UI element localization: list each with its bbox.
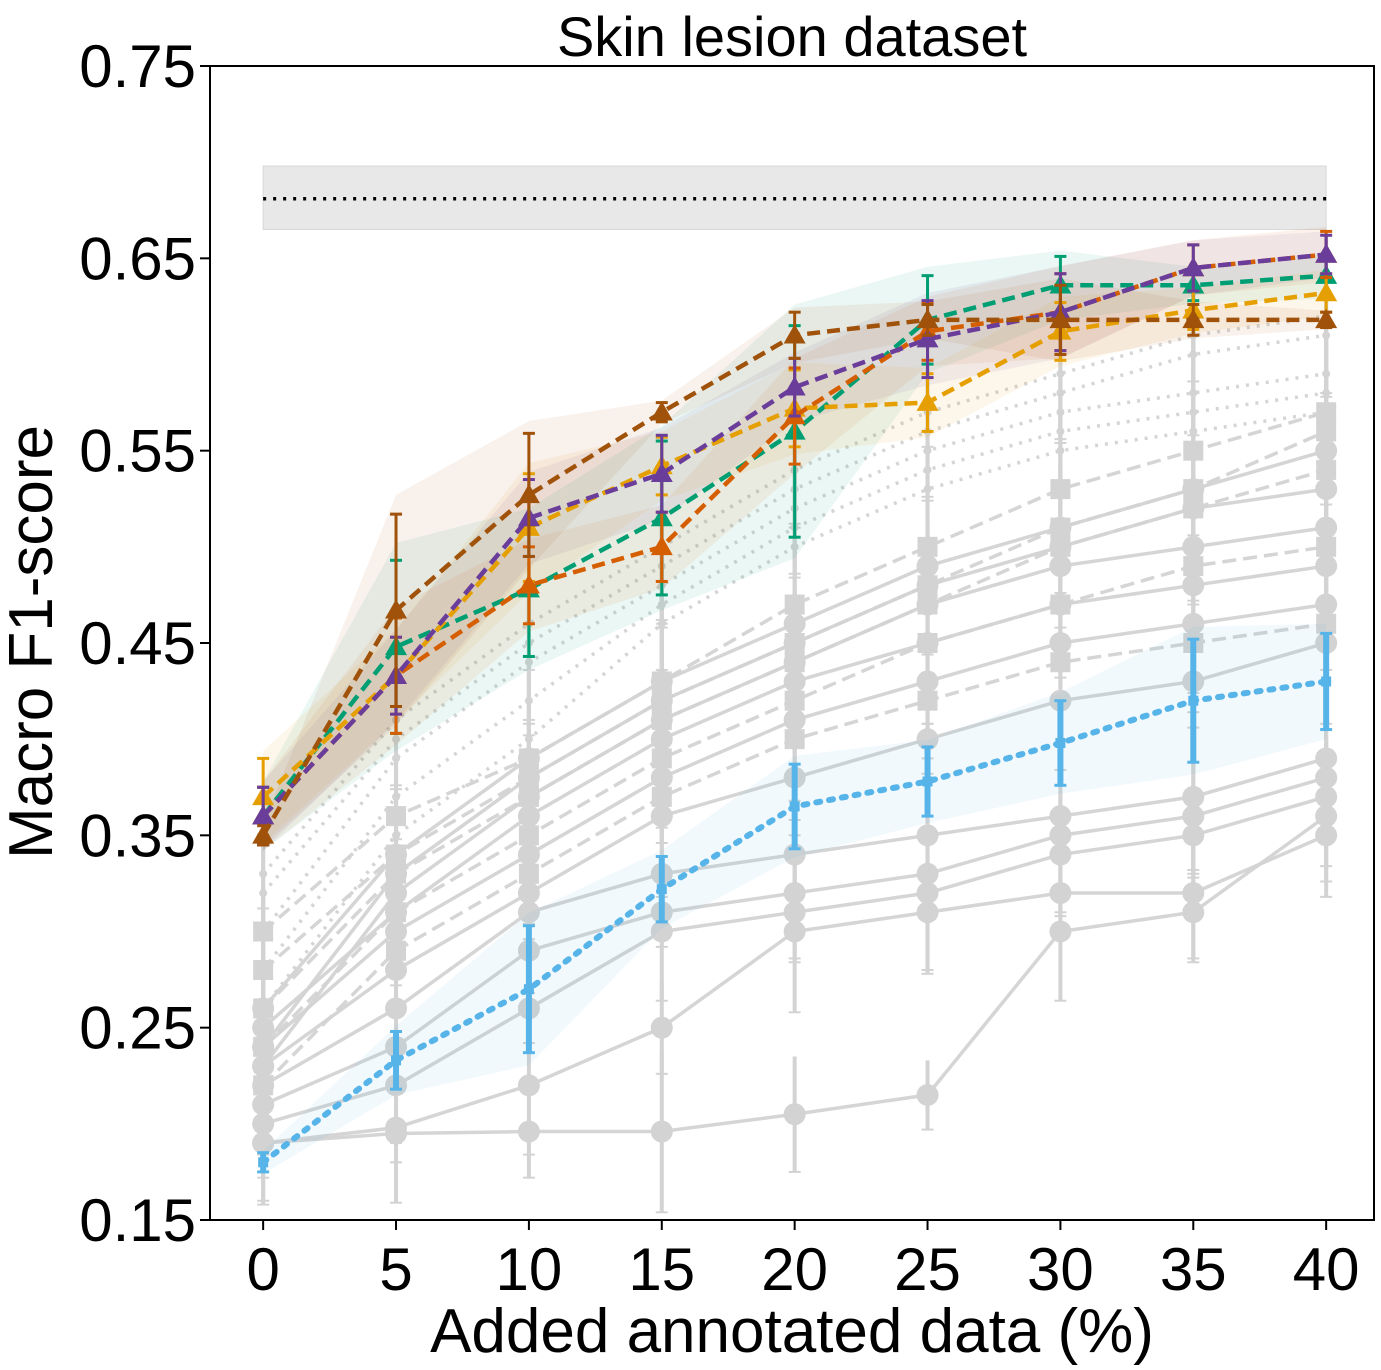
series-point <box>650 535 673 556</box>
highlighted-series-layer <box>252 226 1338 1174</box>
series <box>252 283 1338 847</box>
series-point <box>1182 256 1205 277</box>
series-point <box>385 599 408 619</box>
series-point <box>783 376 806 396</box>
series-line <box>261 252 1327 818</box>
background-series-line <box>262 410 1327 933</box>
background-point <box>1056 369 1065 378</box>
x-tick-label: 20 <box>761 1236 828 1303</box>
series-band <box>263 226 1327 851</box>
y-tick-label: 0.45 <box>79 610 196 677</box>
background-point <box>517 1074 540 1097</box>
series-point <box>1315 281 1338 302</box>
series-band <box>263 278 1327 847</box>
y-axis-label: Macro F1-score <box>0 425 66 859</box>
x-tick-label: 0 <box>246 1236 279 1303</box>
axes: 0 5 10 15 20 25 30 35 40 0.15 0.25 0.35 0.45 0.55 0.65… <box>79 33 1375 1303</box>
background-point <box>1182 785 1205 808</box>
series-point <box>1321 676 1332 687</box>
series-point <box>517 483 540 504</box>
series-point <box>916 308 939 329</box>
background-point <box>916 1083 939 1106</box>
background-point <box>1316 613 1337 634</box>
series-point <box>523 984 534 995</box>
x-tick-label: 10 <box>496 1236 563 1303</box>
background-point <box>650 1120 673 1143</box>
chart-title: Skin lesion dataset <box>557 5 1028 68</box>
x-tick-label: 15 <box>628 1236 695 1303</box>
series-point <box>258 1157 269 1168</box>
series-point <box>1315 243 1338 263</box>
series-point <box>916 391 939 411</box>
series <box>257 631 1333 1174</box>
background-point <box>651 671 672 692</box>
y-tick-label: 0.25 <box>79 995 196 1062</box>
background-point <box>1182 882 1205 905</box>
series-point <box>1049 308 1072 329</box>
series-point <box>922 776 933 787</box>
series-point <box>517 574 540 594</box>
x-axis-label: Added annotated data (%) <box>430 1297 1154 1366</box>
series-point <box>916 328 939 348</box>
series-point <box>1182 308 1205 329</box>
background-point <box>1049 805 1072 828</box>
series-point <box>391 1055 402 1066</box>
background-point <box>524 735 533 744</box>
y-tick-label: 0.55 <box>79 418 196 485</box>
series-point <box>783 324 806 344</box>
background-point <box>1316 536 1337 557</box>
background-point <box>650 1016 673 1039</box>
x-tick-label: 5 <box>379 1236 412 1303</box>
x-tick-label: 35 <box>1160 1236 1227 1303</box>
background-point <box>1315 747 1338 770</box>
background-point <box>783 882 806 905</box>
x-tick-label: 40 <box>1293 1236 1360 1303</box>
series-point <box>650 462 673 482</box>
series-point <box>789 801 800 812</box>
series-point <box>650 401 673 421</box>
reference-band-layer <box>262 165 1327 230</box>
series-point <box>656 884 667 895</box>
background-series-line <box>261 372 1327 933</box>
background-series-layer <box>252 235 1338 1214</box>
y-tick-label: 0.15 <box>79 1187 196 1254</box>
background-series-line <box>261 391 1327 972</box>
series-point <box>252 805 275 825</box>
background-point <box>1049 920 1072 943</box>
series-point <box>1315 308 1338 329</box>
background-point <box>916 824 939 847</box>
x-tick-label: 25 <box>894 1236 961 1303</box>
x-tick-label: 30 <box>1027 1236 1094 1303</box>
background-point <box>259 869 268 878</box>
background-series-line <box>262 429 1327 972</box>
series-band <box>263 250 1327 851</box>
series-point <box>1055 738 1066 749</box>
background-point <box>783 1103 806 1126</box>
y-tick-label: 0.75 <box>79 33 196 100</box>
y-tick-label: 0.65 <box>79 225 196 292</box>
background-point <box>518 863 539 884</box>
series-point <box>1188 695 1199 706</box>
y-tick-label: 0.35 <box>79 802 196 869</box>
background-point <box>917 575 938 596</box>
series-point <box>252 824 275 844</box>
